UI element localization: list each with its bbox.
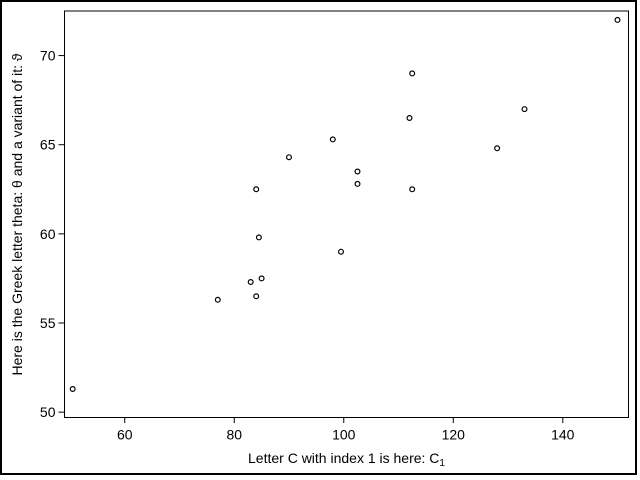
y-tick-label: 65 — [40, 137, 56, 153]
x-tick-label: 140 — [551, 427, 575, 443]
x-tick-label: 80 — [226, 427, 242, 443]
data-point — [521, 106, 528, 113]
data-point — [354, 180, 361, 187]
data-points — [69, 16, 621, 393]
data-point — [354, 168, 361, 175]
y-tick-label: 60 — [40, 226, 56, 242]
y-tick-label: 50 — [40, 404, 56, 420]
data-point — [253, 186, 260, 193]
x-axis-label-text: Letter C with index 1 is here: C — [248, 450, 439, 466]
data-point — [338, 248, 345, 255]
data-point — [69, 386, 76, 393]
y-tick-label: 70 — [40, 48, 56, 64]
data-point — [409, 186, 416, 193]
y-tick-label: 55 — [40, 315, 56, 331]
x-tick-label: 60 — [117, 427, 133, 443]
data-point — [286, 154, 293, 161]
data-point — [406, 114, 413, 121]
x-axis-label-subscript: 1 — [439, 458, 445, 469]
y-axis-label: Here is the Greek letter theta: θ and a … — [9, 53, 25, 375]
data-point — [214, 296, 221, 303]
x-axis-ticks: 60 80 100 120 140 — [117, 417, 575, 443]
data-point — [329, 136, 336, 143]
plot-frame — [64, 10, 629, 418]
data-point — [258, 275, 265, 282]
data-point — [409, 70, 416, 77]
x-tick-label: 120 — [442, 427, 466, 443]
x-tick-label: 100 — [332, 427, 356, 443]
y-axis-ticks: 50 55 60 65 70 — [40, 48, 65, 420]
x-axis-label: Letter C with index 1 is here: C1 — [248, 450, 445, 469]
data-point — [253, 293, 260, 300]
data-point — [255, 234, 262, 241]
data-point — [494, 145, 501, 152]
data-point — [614, 16, 621, 23]
data-point — [247, 279, 254, 286]
